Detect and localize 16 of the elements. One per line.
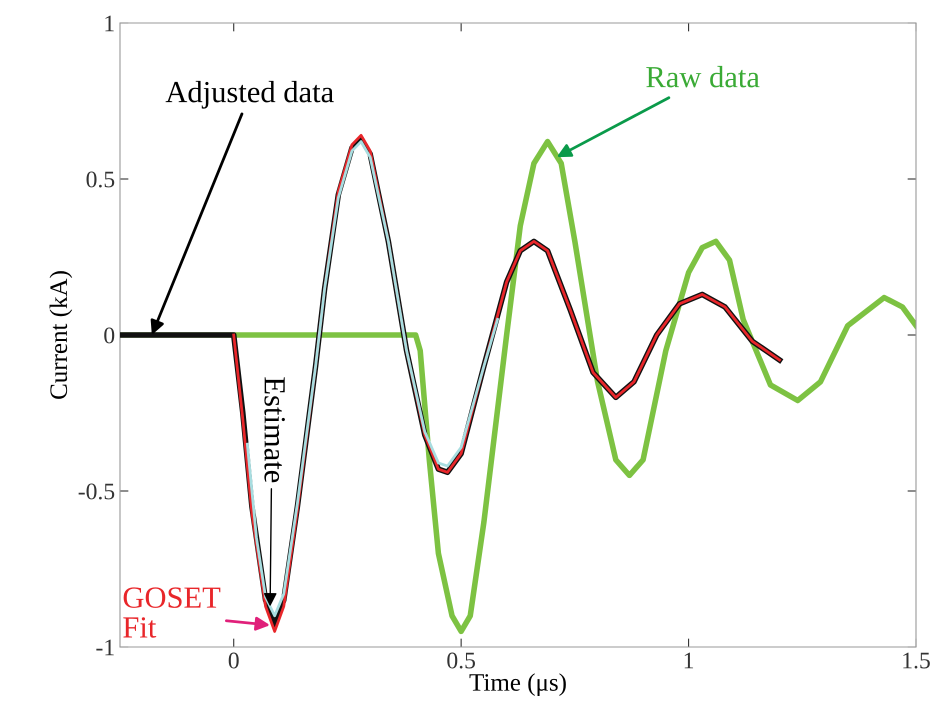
y-tick-label: 0 (104, 327, 114, 344)
x-tick-label: 0.5 (447, 652, 475, 669)
y-tick-label: -0.5 (78, 483, 114, 500)
annotation: Adjusted data (166, 80, 334, 109)
x-tick-label: 1.5 (903, 652, 930, 669)
y-tick-label: 0.5 (86, 171, 114, 188)
x-axis-title: Time (μs) (469, 673, 566, 696)
annotation: Estimate (264, 377, 285, 482)
annotation: Raw data (646, 66, 760, 88)
annotation: GOSET Fit (123, 587, 220, 638)
line-series (246, 140, 499, 618)
y-axis-title: Current (kA) (50, 271, 72, 399)
y-tick-label: 1 (105, 16, 114, 32)
x-tick-label: 0 (228, 652, 239, 668)
x-tick-label: 1 (684, 652, 694, 668)
y-tick-label: -1 (96, 640, 114, 656)
